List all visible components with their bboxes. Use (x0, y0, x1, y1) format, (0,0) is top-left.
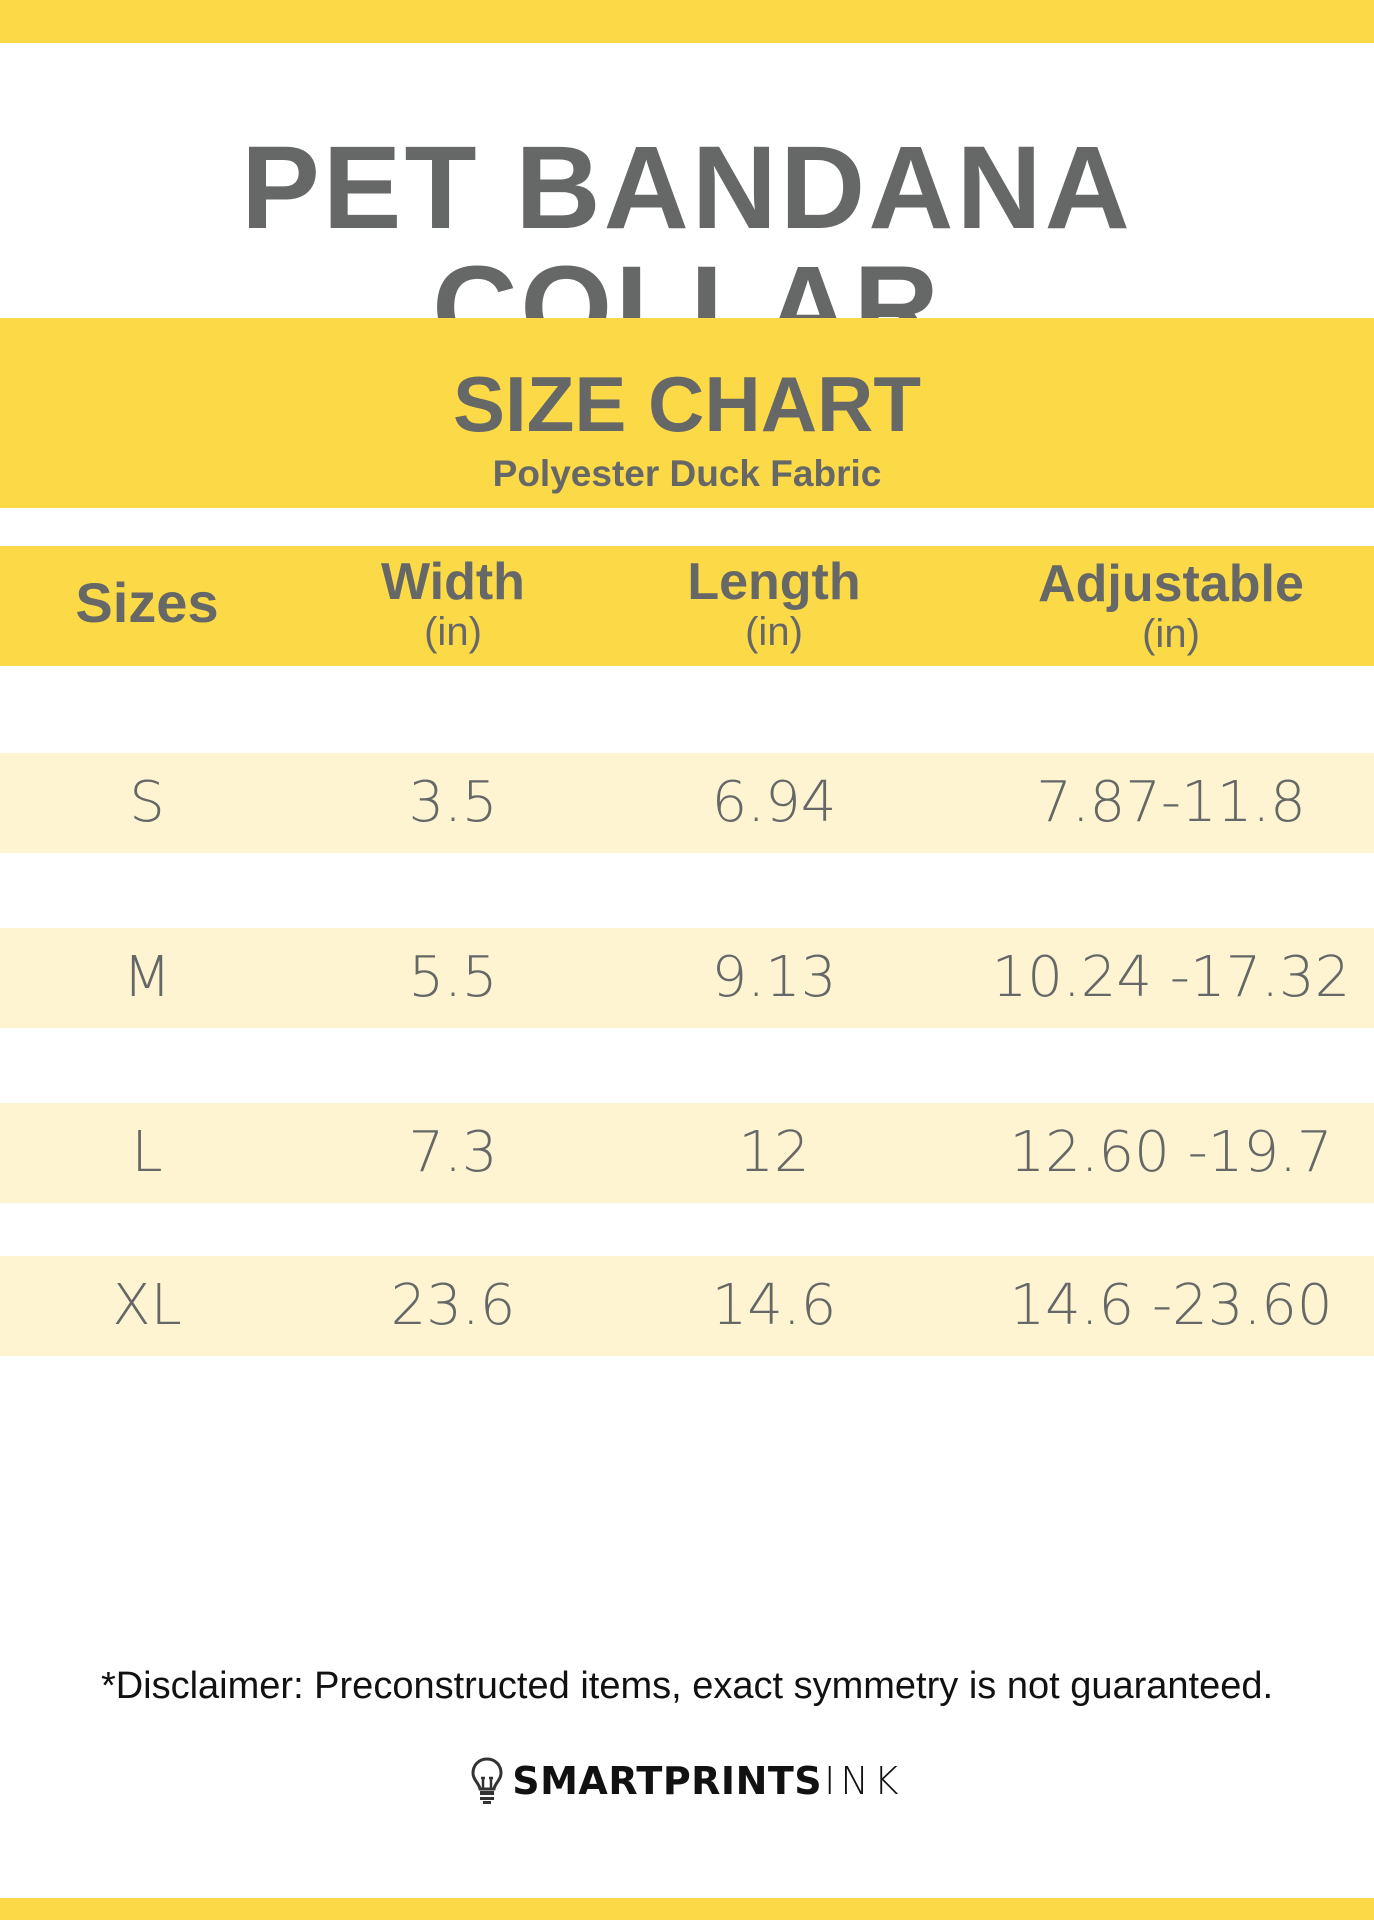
bottom-stripe (0, 1898, 1374, 1920)
logo-text-bold: SMARTPRINTS (512, 1759, 823, 1803)
header-label: Sizes (75, 571, 219, 634)
cell-width: 23.6 (390, 1273, 516, 1338)
cell-size: S (129, 770, 165, 835)
cell-size: M (122, 945, 172, 1010)
header-length: Length (in) (594, 554, 954, 654)
cell-width: 3.5 (408, 770, 498, 835)
size-chart-band (0, 318, 1374, 508)
cell-adjustable: 14.6 -23.60 (1009, 1273, 1333, 1338)
header-label: Adjustable (1038, 555, 1304, 613)
header-adjustable: Adjustable (in) (991, 556, 1351, 656)
table-row: L 7.3 12 12.60 -19.7 (0, 1103, 1374, 1203)
page-title: PET BANDANA COLLAR (241, 122, 1133, 374)
header-label: Width (381, 553, 525, 611)
cell-width: 5.5 (408, 945, 498, 1010)
lightbulb-icon (471, 1757, 503, 1804)
cell-length: 9.13 (711, 945, 837, 1010)
cell-adjustable: 7.87-11.8 (1036, 770, 1306, 835)
table-row: S 3.5 6.94 7.87-11.8 (0, 753, 1374, 853)
disclaimer: *Disclaimer: Preconstructed items, exact… (100, 1665, 1274, 1707)
cell-adjustable: 10.24 -17.32 (991, 945, 1351, 1010)
cell-width: 7.3 (408, 1120, 498, 1185)
header-label: Length (687, 553, 861, 611)
cell-length: 12 (738, 1120, 810, 1185)
cell-adjustable: 12.60 -19.7 (1009, 1120, 1333, 1185)
cell-size: XL (112, 1273, 182, 1338)
header-unit: (in) (1142, 612, 1200, 656)
logo-text-light: INK (824, 1759, 904, 1803)
cell-length: 6.94 (711, 770, 837, 835)
header-sizes: Sizes (0, 573, 327, 633)
header-unit: (in) (745, 610, 803, 654)
fabric-subheading: Polyester Duck Fabric (492, 453, 882, 494)
cell-length: 14.6 (711, 1273, 837, 1338)
size-chart-heading: SIZE CHART (453, 360, 921, 448)
top-stripe (0, 0, 1374, 43)
table-header: Sizes Width (in) Length (in) Adjustable … (0, 546, 1374, 666)
header-width: Width (in) (273, 554, 633, 654)
header-unit: (in) (424, 610, 482, 654)
table-row: M 5.5 9.13 10.24 -17.32 (0, 928, 1374, 1028)
brand-logo: SMARTPRINTS INK (0, 1756, 1374, 1806)
cell-size: L (131, 1120, 163, 1185)
table-row: XL 23.6 14.6 14.6 -23.60 (0, 1256, 1374, 1356)
